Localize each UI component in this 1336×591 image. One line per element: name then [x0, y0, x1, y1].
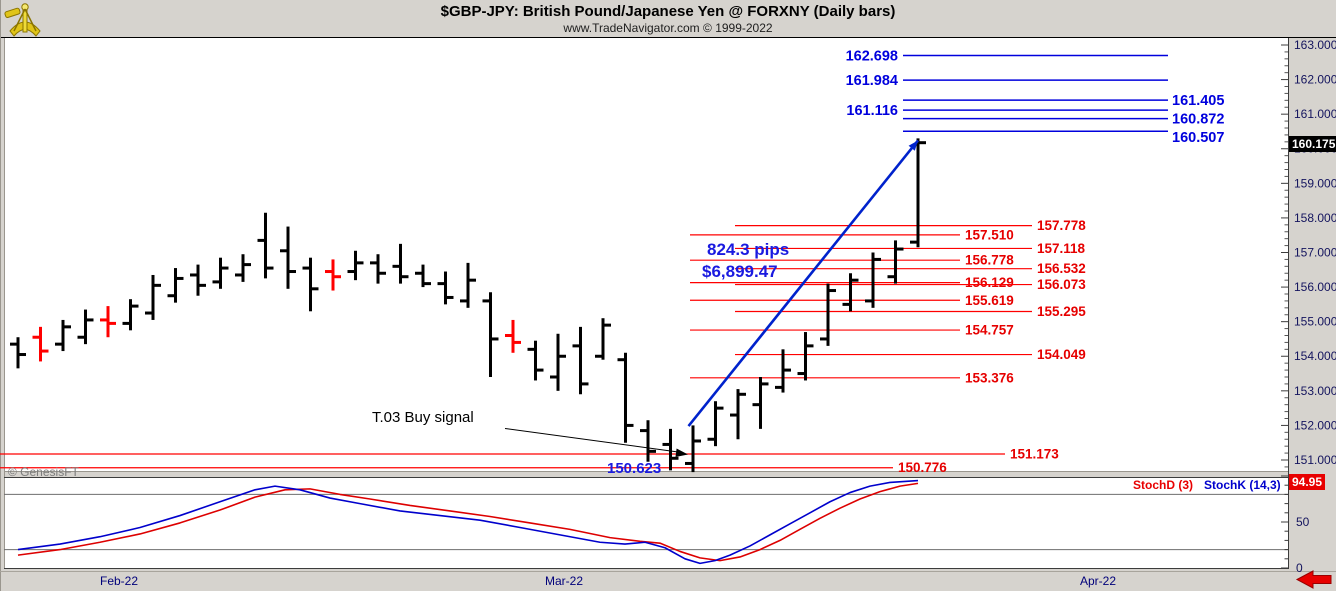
- date-axis-label: Feb-22: [100, 574, 138, 588]
- stoch-axis-label: 50: [1296, 515, 1310, 529]
- date-axis-label: Apr-22: [1080, 574, 1116, 588]
- stoch-axis-label: 0: [1296, 561, 1303, 575]
- fib-level-label: 161.405: [1172, 93, 1224, 109]
- price-axis-label: 161.000: [1294, 107, 1336, 121]
- stochastic-panel[interactable]: [4, 478, 1288, 568]
- date-axis-label: Mar-22: [545, 574, 583, 588]
- fib-level-label: 162.698: [846, 48, 898, 64]
- trendline: [687, 139, 920, 427]
- resistance-level-label: 157.778: [1037, 218, 1086, 233]
- stochk-line: [17, 479, 919, 565]
- price-axis-label: 159.000: [1294, 176, 1336, 190]
- stochd-line: [17, 482, 919, 562]
- stoch-value-tag: 94.95: [1289, 474, 1326, 490]
- resistance-level-label: 154.049: [1037, 347, 1086, 362]
- stochd-legend-label[interactable]: StochD (3): [1133, 478, 1193, 492]
- buy-signal-arrowhead: [675, 448, 688, 457]
- resistance-level-label: 156.129: [965, 275, 1014, 290]
- price-axis-label: 153.000: [1294, 384, 1336, 398]
- resistance-level-label: 156.073: [1037, 277, 1086, 292]
- dollars-annotation: $6,899.47: [702, 262, 778, 281]
- price-axis-label: 158.000: [1294, 211, 1336, 225]
- sextant-logo-icon: [4, 3, 41, 37]
- chart-title: $GBP-JPY: British Pound/Japanese Yen @ F…: [440, 3, 896, 20]
- fib-level-label: 161.984: [846, 73, 898, 89]
- trendline-arrowhead: [908, 140, 918, 151]
- price-axis-label: 152.000: [1294, 418, 1336, 432]
- fib-level-label: 160.507: [1172, 130, 1224, 146]
- fib-level-label: 161.116: [846, 103, 898, 119]
- resistance-level-label: 154.757: [965, 323, 1014, 338]
- price-axis-label: 163.000: [1294, 38, 1336, 52]
- resistance-level-label: 153.376: [965, 370, 1014, 385]
- last-price-tag: 160.175: [1289, 136, 1336, 152]
- pips-annotation: 824.3 pips: [707, 240, 790, 259]
- price-axis-label: 157.000: [1294, 245, 1336, 259]
- chart-subtitle: www.TradeNavigator.com © 1999-2022: [563, 21, 773, 35]
- price-axis-label: 162.000: [1294, 73, 1336, 87]
- resistance-level-label: 150.776: [898, 460, 947, 475]
- resistance-level-label: 155.295: [1037, 304, 1086, 319]
- swing-low-annotation: 150.623: [607, 460, 662, 477]
- resistance-level-label: 151.173: [1010, 447, 1059, 462]
- resistance-level-label: 157.510: [965, 227, 1014, 242]
- price-axis-label: 154.000: [1294, 349, 1336, 363]
- stochk-legend-label[interactable]: StochK (14,3): [1204, 478, 1281, 492]
- genesisft-copyright: © GenesisFT: [8, 465, 79, 479]
- price-axis-label: 151.000: [1294, 453, 1336, 467]
- resistance-level-label: 156.778: [965, 253, 1014, 268]
- fib-level-label: 160.872: [1172, 112, 1224, 128]
- scroll-left-arrow-icon[interactable]: [1294, 569, 1334, 591]
- buy-signal-pointer-line: [504, 428, 679, 453]
- price-axis-label: 156.000: [1294, 280, 1336, 294]
- buy-signal-annotation: T.03 Buy signal: [372, 409, 474, 426]
- resistance-level-label: 157.118: [1037, 241, 1086, 256]
- resistance-level-label: 156.532: [1037, 261, 1086, 276]
- price-axis-label: 155.000: [1294, 315, 1336, 329]
- resistance-level-label: 155.619: [965, 293, 1014, 308]
